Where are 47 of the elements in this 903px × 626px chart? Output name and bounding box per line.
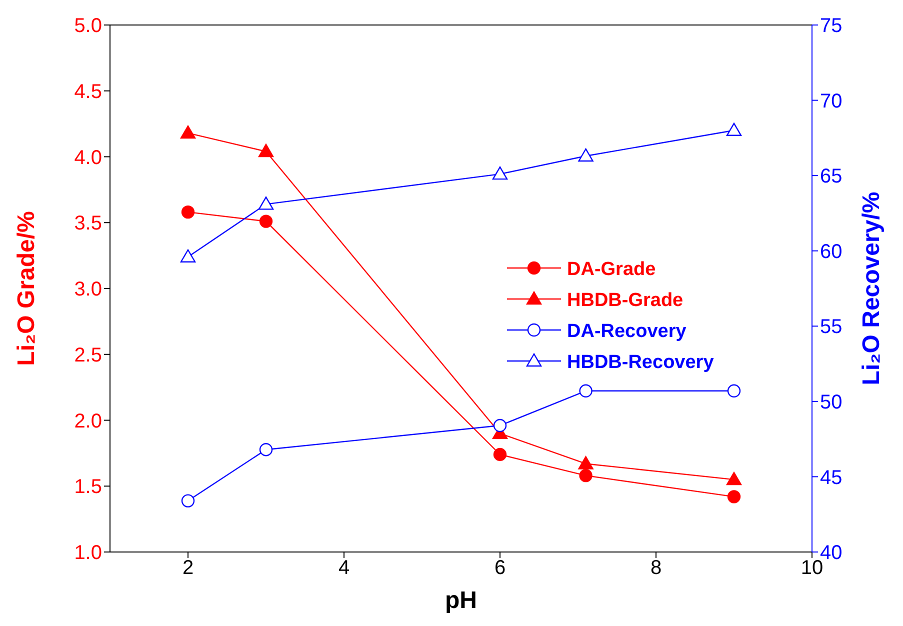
point — [726, 122, 742, 136]
y2-tick-label: 55 — [820, 316, 842, 338]
y2-tick-label: 65 — [820, 166, 842, 188]
point — [726, 472, 742, 486]
y-tick-label: 2.5 — [74, 344, 102, 366]
point — [578, 148, 594, 162]
point — [727, 384, 741, 398]
y-tick-label: 3.5 — [74, 212, 102, 235]
point — [578, 456, 594, 470]
legend-label: DA-Grade — [567, 259, 656, 280]
y2-tick-label: 75 — [820, 15, 842, 38]
y-tick-label: 4.5 — [74, 80, 102, 103]
y2-tick-label: 50 — [820, 392, 842, 414]
x-tick-label: 8 — [650, 557, 662, 580]
point — [258, 144, 274, 158]
point — [181, 205, 195, 219]
point — [492, 166, 508, 180]
x-tick-label: 10 — [800, 557, 824, 580]
point — [727, 490, 741, 504]
legend-label: HBDB-Grade — [567, 290, 684, 311]
y2-tick-label: 70 — [820, 90, 842, 112]
y2-tick-label: 60 — [820, 240, 842, 263]
point — [180, 125, 196, 139]
y-tick-label: 4.0 — [74, 146, 102, 169]
y-tick-label: 1.5 — [74, 476, 102, 498]
x-tick-label: 6 — [494, 557, 506, 580]
y-tick-label: 2.0 — [74, 410, 102, 432]
x-tick-label: 4 — [338, 557, 350, 580]
point — [259, 214, 273, 228]
point — [181, 494, 195, 508]
point — [180, 249, 196, 262]
point — [493, 418, 507, 432]
point — [579, 468, 592, 482]
point — [493, 448, 507, 462]
legend-label: HBDB-Recovery — [567, 352, 714, 373]
legend-label: DA-Recovery — [567, 321, 687, 342]
point — [579, 384, 592, 398]
y-tick-label: 1.0 — [74, 542, 102, 564]
point — [259, 443, 273, 456]
y-tick-label: 5.0 — [74, 15, 102, 38]
y2-tick-label: 45 — [820, 466, 842, 489]
x-axis-title: pH — [445, 587, 477, 614]
y-tick-label: 3.0 — [74, 278, 102, 301]
y2-axis-title: Li₂O Recovery/% — [858, 192, 884, 386]
x-tick-label: 2 — [182, 557, 194, 580]
point — [258, 196, 274, 210]
y-axis-title: Li₂O Grade/% — [12, 211, 40, 366]
